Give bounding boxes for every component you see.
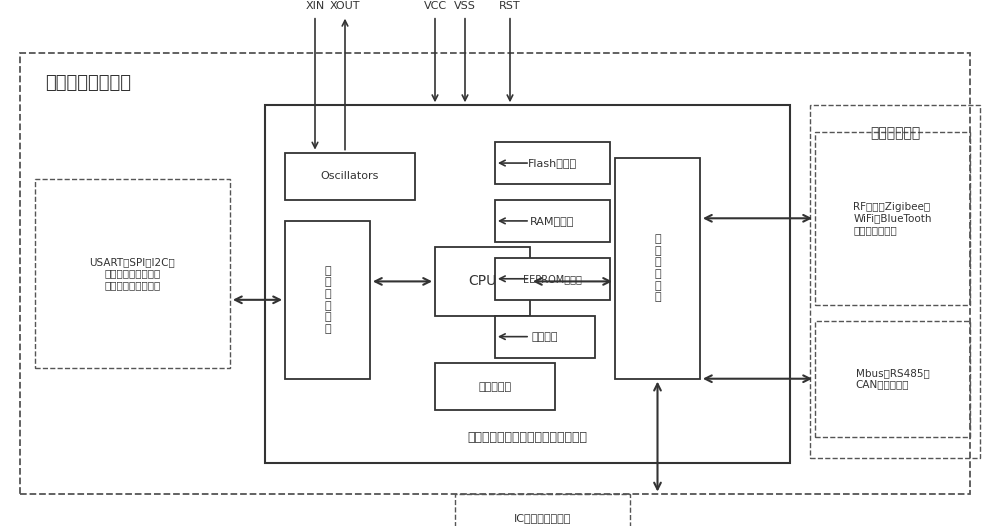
Text: USART、SPI、I2C等
物联网智能热能表终
端主控制器通信接口: USART、SPI、I2C等 物联网智能热能表终 端主控制器通信接口 [90,257,175,290]
Bar [495,258,610,300]
Bar [495,142,610,184]
Bar [495,316,595,358]
Text: RAM存储器: RAM存储器 [530,216,575,226]
Text: CPU: CPU [468,275,497,288]
Text: Mbus、RS485、
CAN等总线接口: Mbus、RS485、 CAN等总线接口 [856,368,929,390]
Bar [615,158,700,379]
Text: 物联网智能热能表信息安全管理模块: 物联网智能热能表信息安全管理模块 [468,431,588,444]
Text: XIN: XIN [305,1,325,11]
Text: IC卡信息交换模块: IC卡信息交换模块 [514,513,571,523]
Text: 物联网智能热能表: 物联网智能热能表 [45,74,131,92]
Text: VCC: VCC [423,1,447,11]
Text: 程序下载口: 程序下载口 [478,381,512,392]
Bar [20,53,970,494]
Text: 第
一
数
据
接
口: 第 一 数 据 接 口 [654,234,661,302]
Bar [285,221,370,379]
Text: Oscillators: Oscillators [321,171,379,181]
Text: RST: RST [499,1,521,11]
Text: EEPROM存储器: EEPROM存储器 [523,274,582,284]
Bar [495,200,610,242]
Bar [435,247,530,316]
Bar [810,105,980,458]
Bar [435,363,555,410]
Bar [815,132,970,305]
Bar [455,494,630,526]
Text: XOUT: XOUT [330,1,360,11]
Text: 加密模块: 加密模块 [532,331,558,342]
Bar [35,179,230,368]
Text: 第
二
数
据
接
口: 第 二 数 据 接 口 [324,266,331,334]
Bar [285,153,415,200]
Bar [815,321,970,437]
Bar [265,105,790,463]
Text: RF模块、Zigibee、
WiFi、BlueTooth
等无线模块接口: RF模块、Zigibee、 WiFi、BlueTooth 等无线模块接口 [853,201,932,235]
Text: VSS: VSS [454,1,476,11]
Text: Flash存储器: Flash存储器 [528,158,577,168]
Text: 数据传输模块: 数据传输模块 [870,126,920,140]
